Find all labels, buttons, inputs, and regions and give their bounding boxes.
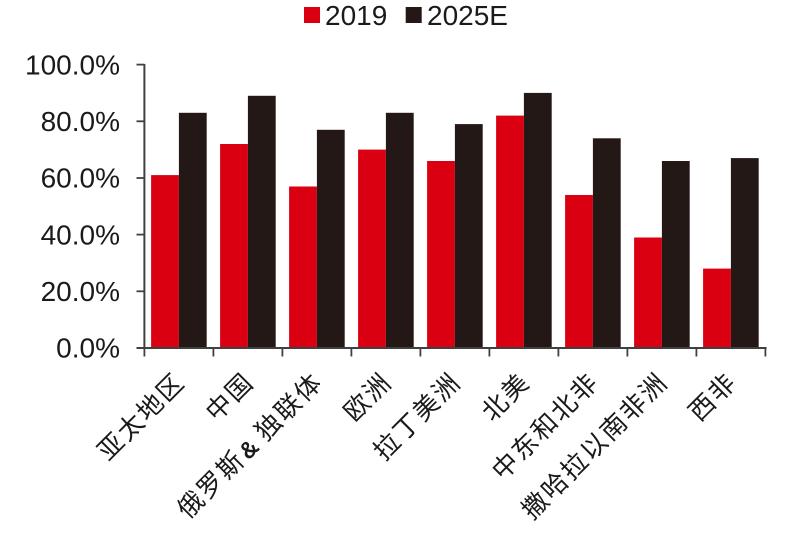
svg-text:20.0%: 20.0% — [41, 276, 120, 307]
svg-text:40.0%: 40.0% — [41, 219, 120, 250]
svg-text:2019: 2019 — [325, 0, 387, 31]
svg-text:2025E: 2025E — [427, 0, 508, 31]
svg-text:80.0%: 80.0% — [41, 106, 120, 137]
svg-text:0.0%: 0.0% — [56, 333, 120, 364]
svg-text:60.0%: 60.0% — [41, 163, 120, 194]
svg-text:100.0%: 100.0% — [25, 49, 120, 80]
